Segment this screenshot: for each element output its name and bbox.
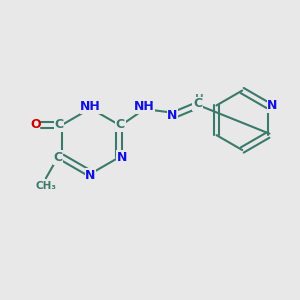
Text: CH₃: CH₃ [35, 181, 56, 191]
Text: N: N [85, 169, 96, 182]
Text: C: C [55, 118, 64, 131]
Text: NH: NH [134, 100, 154, 113]
Text: O: O [30, 118, 41, 131]
Text: C: C [193, 98, 202, 110]
Text: N: N [117, 151, 127, 164]
Text: C: C [53, 151, 62, 164]
Text: NH: NH [80, 100, 101, 113]
Text: H: H [195, 94, 203, 104]
Text: N: N [167, 109, 178, 122]
Text: N: N [267, 99, 278, 112]
Text: C: C [116, 118, 125, 131]
